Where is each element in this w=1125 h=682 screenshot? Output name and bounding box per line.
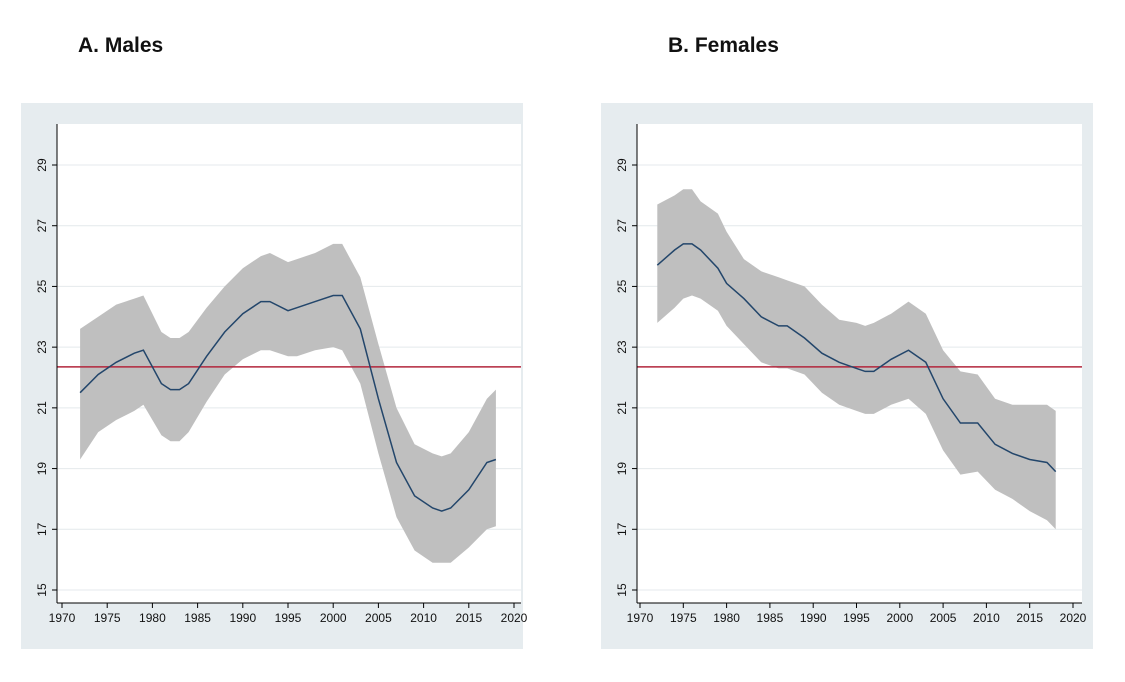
y-tick-label: 19	[615, 462, 629, 476]
x-tick-label: 1990	[229, 611, 256, 625]
x-tick-label: 2005	[365, 611, 392, 625]
x-tick-label: 1980	[713, 611, 740, 625]
panel-b-title: B. Females	[668, 34, 779, 57]
x-tick-label: 2000	[886, 611, 913, 625]
panel-a-title: A. Males	[78, 34, 164, 57]
x-tick-label: 2020	[501, 611, 528, 625]
x-tick-label: 1970	[49, 611, 76, 625]
x-tick-label: 1985	[757, 611, 784, 625]
x-tick-label: 1975	[94, 611, 121, 625]
y-tick-label: 25	[615, 279, 629, 293]
y-tick-label: 25	[35, 279, 49, 293]
x-tick-label: 1985	[184, 611, 211, 625]
x-tick-label: 1990	[800, 611, 827, 625]
x-tick-label: 1995	[843, 611, 870, 625]
y-tick-label: 15	[35, 583, 49, 597]
y-tick-label: 21	[35, 401, 49, 415]
x-tick-label: 2010	[410, 611, 437, 625]
x-tick-label: 2015	[455, 611, 482, 625]
y-tick-label: 19	[35, 462, 49, 476]
x-tick-label: 2000	[320, 611, 347, 625]
y-tick-label: 21	[615, 401, 629, 415]
y-tick-label: 27	[615, 219, 629, 233]
x-tick-label: 1980	[139, 611, 166, 625]
x-tick-label: 1995	[275, 611, 302, 625]
y-tick-label: 23	[615, 340, 629, 354]
series-line	[79, 294, 497, 512]
y-tick-label: 17	[615, 522, 629, 536]
chart-panel-0: 15 17 19 21 23 25 27 29 1970 1975 1980 1985 1990 1995…	[21, 103, 528, 649]
y-tick-label: 27	[35, 219, 49, 233]
y-tick-label: 29	[615, 158, 629, 172]
y-tick-label: 15	[615, 583, 629, 597]
y-tick-label: 29	[35, 158, 49, 172]
confidence-band	[80, 243, 496, 563]
x-tick-label: 2005	[930, 611, 957, 625]
chart-panel-1: 15 17 19 21 23 25 27 29 1970 1975 1980 1985 1990 1995…	[601, 103, 1093, 649]
x-tick-label: 1975	[670, 611, 697, 625]
series-line	[656, 243, 1057, 473]
x-tick-label: 2010	[973, 611, 1000, 625]
x-tick-label: 2020	[1060, 611, 1087, 625]
x-tick-label: 2015	[1016, 611, 1043, 625]
y-tick-label: 17	[35, 522, 49, 536]
confidence-band	[657, 189, 1056, 530]
y-tick-label: 23	[35, 340, 49, 354]
x-tick-label: 1970	[627, 611, 654, 625]
